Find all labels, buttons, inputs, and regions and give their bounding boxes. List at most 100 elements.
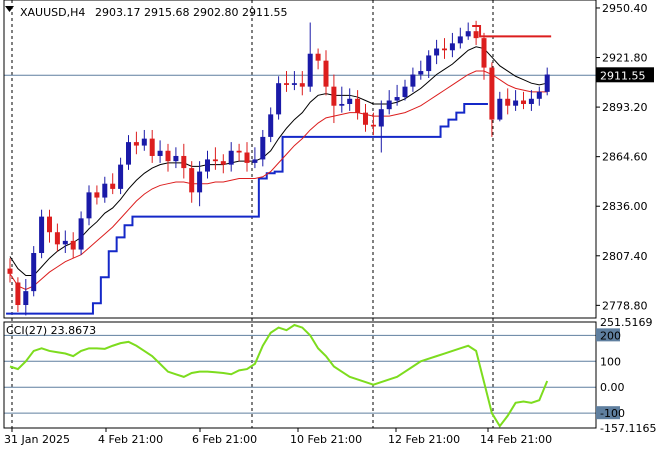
bull-candle — [497, 91, 503, 122]
bear-candle — [363, 103, 368, 132]
main-panel-frame — [3, 0, 597, 319]
bear-candle — [489, 62, 495, 137]
bear-candle — [7, 258, 13, 283]
slow-ma-line — [9, 70, 548, 290]
cci-tick-label: -100 — [600, 407, 625, 420]
candle-body — [70, 240, 76, 250]
price-tick-label: 2807.40 — [602, 250, 648, 263]
bull-candle — [449, 32, 455, 58]
axes: 2950.40 2921.80 2893.20 2864.60 2836.00 2807.… — [3, 0, 656, 446]
bull-candle — [102, 176, 108, 203]
candle-body — [513, 100, 519, 106]
resistance-stop-line — [472, 24, 552, 38]
bull-candle — [118, 157, 124, 195]
bear-candle — [481, 32, 487, 80]
bear-candle — [236, 143, 242, 162]
main-price-grid — [4, 0, 596, 428]
candle-body — [236, 150, 242, 153]
candle-body — [442, 48, 447, 51]
bull-candle — [197, 161, 203, 207]
bear-candle — [521, 91, 526, 110]
price-tick-label: 2950.40 — [602, 2, 648, 15]
candlesticks — [7, 20, 550, 316]
candle-body — [47, 216, 52, 233]
candle-body — [205, 159, 210, 172]
candle-body — [465, 31, 471, 37]
bear-candle — [370, 112, 376, 136]
bull-candle — [418, 60, 424, 80]
ohlc-values: 2903.17 2915.68 2902.80 2911.55 — [95, 6, 287, 19]
candle-body — [449, 43, 455, 51]
candle-body — [331, 86, 337, 106]
candle-body — [363, 112, 368, 125]
candle-body — [370, 124, 376, 127]
bull-candle — [528, 90, 534, 111]
cci-line — [9, 323, 549, 428]
bear-candle — [94, 185, 100, 205]
candle-body — [181, 155, 187, 169]
bear-candle — [165, 143, 171, 172]
bull-candle — [205, 150, 210, 179]
bull-candle — [276, 76, 282, 120]
bull-candle — [339, 86, 345, 113]
cci-panel-frame — [3, 321, 597, 429]
candle-body — [252, 159, 258, 163]
candle-body — [481, 38, 487, 68]
candle-body — [86, 192, 92, 219]
bull-candle — [457, 27, 463, 49]
cci-tick-label: -157.1165 — [600, 422, 656, 435]
current-price-badge — [596, 67, 654, 83]
candle-body — [133, 142, 139, 146]
bull-candle — [260, 129, 266, 167]
time-label: 14 Feb 21:00 — [480, 433, 552, 446]
candle-body — [307, 53, 313, 87]
bull-candle — [228, 142, 234, 172]
candle-body — [228, 150, 234, 165]
candle-body — [189, 168, 195, 193]
bear-candle — [70, 232, 76, 259]
cci-tick-label: 251.5169 — [600, 316, 653, 329]
candle-body — [212, 159, 218, 162]
bear-candle — [442, 38, 447, 59]
cci-tick-label: 100 — [600, 355, 621, 368]
bear-candle — [315, 48, 321, 70]
bear-candle — [189, 161, 195, 203]
bull-candle — [465, 22, 471, 40]
candle-body — [78, 218, 84, 250]
support-stop-line — [6, 102, 488, 315]
candle-body — [15, 282, 21, 306]
bear-candle — [220, 154, 226, 174]
candle-body — [268, 114, 274, 137]
bull-candle — [268, 107, 274, 143]
bull-candle — [386, 90, 392, 115]
candle-body — [118, 164, 124, 189]
dropdown-triangle-icon[interactable] — [5, 6, 14, 12]
bear-candle — [181, 143, 187, 179]
bear-candle — [110, 173, 116, 195]
candle-body — [544, 74, 550, 92]
time-label: 4 Feb 21:00 — [98, 433, 163, 446]
price-tick-label: 2921.80 — [602, 52, 648, 65]
candle-body — [489, 67, 495, 120]
candle-body — [347, 98, 353, 104]
bull-candle — [291, 71, 297, 91]
candle-body — [378, 109, 384, 127]
candle-body — [457, 36, 463, 44]
candle-body — [31, 253, 37, 292]
bull-candle — [426, 50, 432, 78]
candle-body — [402, 86, 408, 98]
candle-body — [291, 83, 297, 85]
bear-candle — [299, 71, 305, 96]
candle-body — [418, 71, 424, 75]
bear-candle — [323, 50, 329, 96]
bear-candle — [284, 71, 289, 92]
bear-candle — [54, 223, 60, 252]
bear-candle — [133, 131, 139, 155]
candle-body — [410, 74, 416, 87]
bear-candle — [505, 88, 511, 115]
bear-candle — [331, 74, 337, 124]
price-tick-label: 2778.80 — [602, 299, 648, 312]
bull-candle — [173, 147, 179, 169]
cci-series — [9, 323, 549, 428]
